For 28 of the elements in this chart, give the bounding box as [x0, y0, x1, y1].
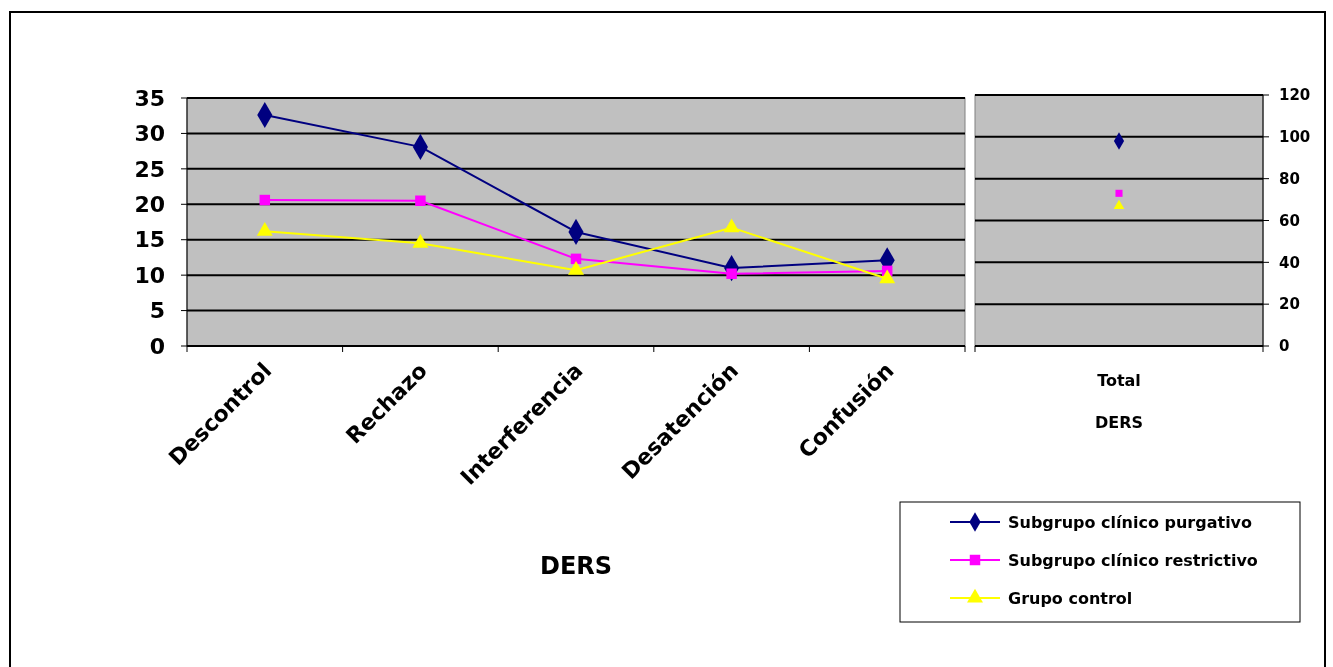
y2-tick-label: 80 — [1279, 169, 1300, 188]
x-axis-title: DERS — [1094, 413, 1144, 432]
y-tick-label: 5 — [149, 298, 165, 324]
y2-tick-label: 120 — [1279, 86, 1311, 105]
y-tick-label: 20 — [134, 191, 165, 217]
point — [259, 194, 271, 206]
legend-label: Subgrupo clínico restrictivo — [1008, 550, 1258, 570]
legend-label: Subgrupo clínico purgativo — [1008, 512, 1253, 532]
y-tick-label: 30 — [134, 121, 165, 147]
y-tick-label: 0 — [149, 333, 165, 359]
y2-tick-label: 20 — [1279, 295, 1300, 314]
legend-label: Grupo control — [1008, 588, 1133, 608]
y2-tick-label: 0 — [1279, 337, 1290, 356]
y-tick-label: 35 — [134, 85, 165, 111]
y2-tick-label: 100 — [1279, 128, 1311, 147]
x-tick-label: Total — [1097, 371, 1141, 390]
point — [879, 269, 896, 284]
point — [412, 234, 429, 248]
point — [723, 218, 740, 233]
point — [415, 195, 426, 206]
y-tick-label: 25 — [134, 156, 165, 182]
point — [256, 222, 273, 236]
y2-tick-label: 60 — [1279, 211, 1300, 230]
y-tick-label: 10 — [134, 262, 165, 288]
point — [568, 260, 584, 275]
y-tick-label: 15 — [134, 227, 165, 253]
x-axis-title: DERS — [539, 552, 613, 580]
y2-tick-label: 40 — [1279, 253, 1300, 272]
